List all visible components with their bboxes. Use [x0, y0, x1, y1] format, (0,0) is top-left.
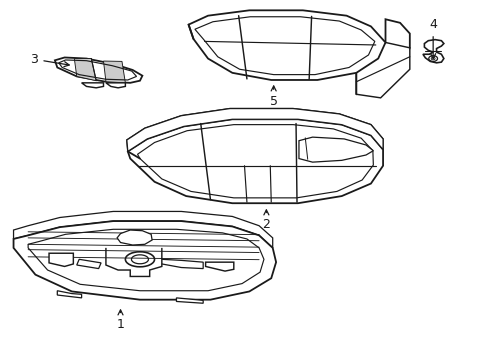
Polygon shape [188, 10, 385, 80]
Polygon shape [103, 61, 125, 83]
Text: 5: 5 [269, 86, 277, 108]
Polygon shape [49, 253, 73, 266]
Polygon shape [81, 83, 103, 88]
Polygon shape [14, 211, 272, 248]
Polygon shape [422, 40, 443, 63]
Polygon shape [74, 59, 96, 81]
Text: 3: 3 [30, 53, 69, 67]
Polygon shape [77, 259, 101, 269]
Polygon shape [55, 58, 142, 83]
Polygon shape [14, 221, 276, 300]
Text: 1: 1 [116, 310, 124, 331]
Polygon shape [205, 262, 233, 271]
Polygon shape [117, 230, 152, 245]
Text: 2: 2 [262, 210, 270, 231]
Polygon shape [126, 109, 382, 152]
Polygon shape [356, 42, 409, 98]
Polygon shape [126, 109, 382, 152]
Polygon shape [127, 119, 382, 203]
Text: 4: 4 [428, 18, 436, 59]
Polygon shape [176, 298, 203, 303]
Polygon shape [356, 19, 409, 94]
Polygon shape [298, 137, 372, 162]
Polygon shape [106, 83, 125, 88]
Polygon shape [57, 291, 81, 298]
